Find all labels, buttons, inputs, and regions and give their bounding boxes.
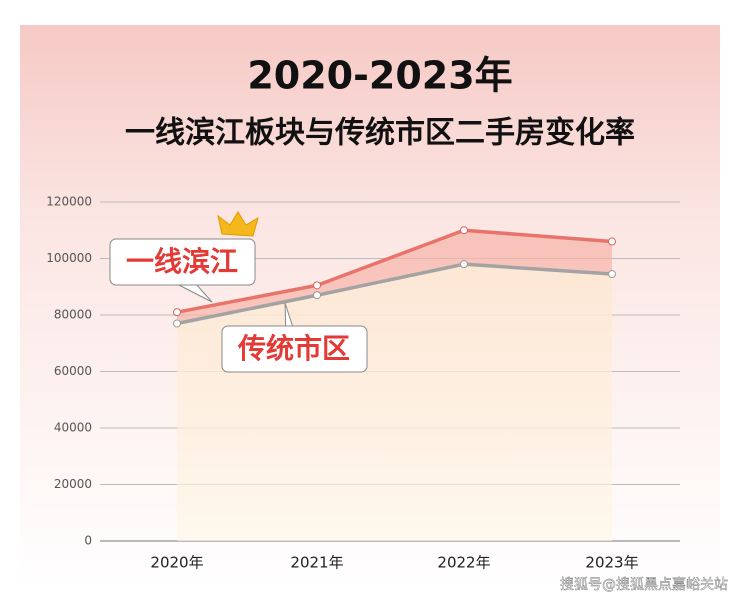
data-point [460, 260, 468, 269]
series-line [176, 262, 613, 326]
y-tick-label: 80000 [54, 308, 92, 322]
y-tick-label: 120000 [46, 195, 92, 209]
series-line [176, 228, 613, 314]
chart-subtitle: 一线滨江板块与传统市区二手房变化率 [125, 116, 635, 151]
x-tick-label: 2023年 [585, 554, 638, 572]
data-point [173, 319, 181, 328]
data-point [608, 237, 616, 246]
legend-box [221, 325, 368, 373]
data-point [173, 308, 181, 317]
legend-box [109, 238, 256, 286]
callout-pointer [174, 282, 213, 303]
y-tick-label: 20000 [54, 477, 92, 491]
y-tick-label: 0 [84, 534, 92, 548]
y-tick-label: 40000 [54, 421, 92, 435]
data-point [460, 226, 468, 235]
data-point [313, 291, 321, 300]
y-tick-label: 60000 [54, 364, 92, 378]
watermark: 搜狐号@搜狐黑点嘉峪关站 [560, 577, 728, 593]
crown-icon [217, 211, 259, 237]
data-point [313, 281, 321, 290]
chart-title: 2020-2023年 [247, 54, 512, 98]
y-tick-label: 100000 [46, 251, 92, 265]
x-tick-label: 2022年 [437, 554, 490, 572]
legend-label: 传统市区 [237, 332, 350, 365]
legend-label: 一线滨江 [126, 245, 238, 278]
x-tick-label: 2021年 [290, 554, 343, 572]
plot-area: 0 20000 40000 60000 80000 100000 120000 2020年 20… [46, 195, 680, 572]
x-tick-label: 2020年 [150, 554, 203, 572]
data-point [608, 270, 616, 279]
